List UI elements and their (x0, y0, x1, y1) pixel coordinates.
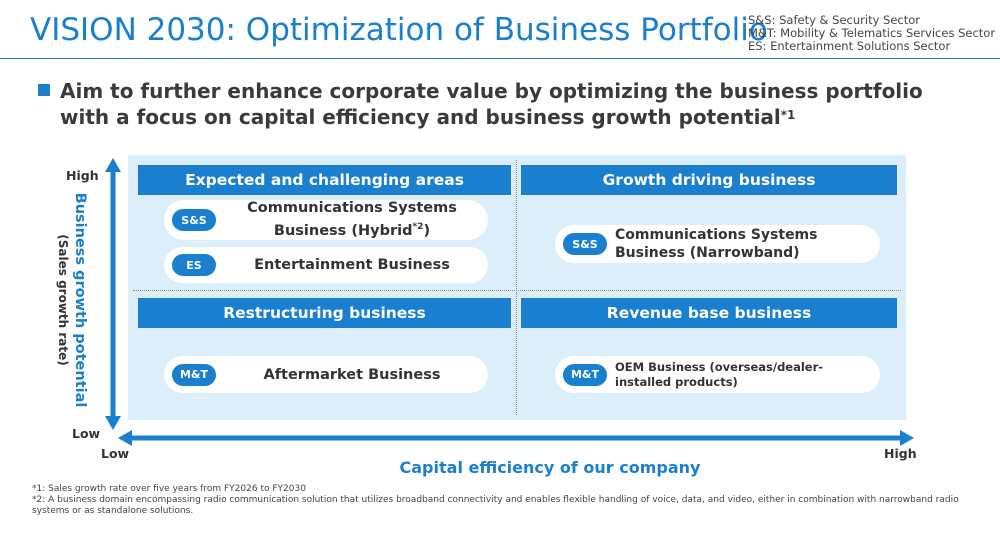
vertical-divider (516, 160, 517, 415)
quadrant-heading-expected: Expected and challenging areas (138, 165, 511, 195)
sector-tag-mt: M&T (563, 363, 607, 386)
headline-line1: Aim to further enhance corporate value b… (60, 79, 923, 103)
x-axis-title: Capital efficiency of our company (399, 458, 701, 477)
y-axis-arrow-icon (105, 158, 121, 430)
headline-line2: with a focus on capital efficiency and b… (60, 105, 796, 129)
quadrant-heading-growth: Growth driving business (521, 165, 897, 195)
business-pill-comms-hybrid: S&S Communications Systems Business (Hyb… (164, 200, 488, 240)
business-pill-comms-narrowband: S&S Communications Systems Business (Nar… (555, 225, 880, 263)
business-name: Communications Systems Business (Narrowb… (615, 227, 818, 261)
business-pill-oem: M&T OEM Business (overseas/dealer- insta… (555, 356, 880, 393)
footnote-1: *1: Sales growth rate over five years fr… (32, 484, 306, 494)
x-axis-arrow-icon (118, 430, 914, 446)
y-axis-title-main: Business growth potential (72, 192, 88, 408)
page-title: VISION 2030: Optimization of Business Po… (30, 12, 768, 48)
sector-tag-es: ES (172, 254, 216, 276)
x-axis-high-label: High (884, 446, 917, 461)
y-axis-low-label: Low (72, 426, 101, 441)
y-axis-high-label: High (66, 168, 99, 183)
sector-tag-mt: M&T (172, 363, 216, 386)
legend-item-es: ES: Entertainment Solutions Sector (748, 39, 951, 53)
footnote-2: *2: A business domain encompassing radio… (32, 495, 959, 516)
business-name: OEM Business (overseas/dealer- installed… (615, 359, 824, 389)
sector-legend: S&S: Safety & Security Sector M&T: Mobil… (748, 14, 995, 53)
legend-item-mt: M&T: Mobility & Telematics Services Sect… (748, 26, 996, 40)
x-axis-low-label: Low (101, 446, 130, 461)
footnote-ref-1: *1 (780, 108, 796, 122)
headline: Aim to further enhance corporate value b… (60, 78, 923, 130)
business-name: Aftermarket Business (263, 366, 441, 383)
horizontal-divider (133, 290, 901, 291)
sector-tag-ss: S&S (172, 209, 216, 231)
header-divider (0, 58, 1000, 59)
business-pill-entertainment: ES Entertainment Business (164, 247, 488, 283)
y-axis-subtitle: (Sales growth rate) (56, 234, 70, 366)
legend-item-ss: S&S: Safety & Security Sector (748, 13, 921, 27)
footnote-ref-2: *2 (412, 222, 424, 233)
business-name: Entertainment Business (254, 257, 450, 273)
quadrant-heading-revenue: Revenue base business (521, 298, 897, 328)
quadrant-heading-restructuring: Restructuring business (138, 298, 511, 328)
bullet-square-icon (38, 84, 50, 96)
sector-tag-ss: S&S (563, 233, 607, 255)
business-name: Communications Systems Business (Hybrid*… (247, 200, 457, 239)
business-pill-aftermarket: M&T Aftermarket Business (164, 356, 488, 393)
